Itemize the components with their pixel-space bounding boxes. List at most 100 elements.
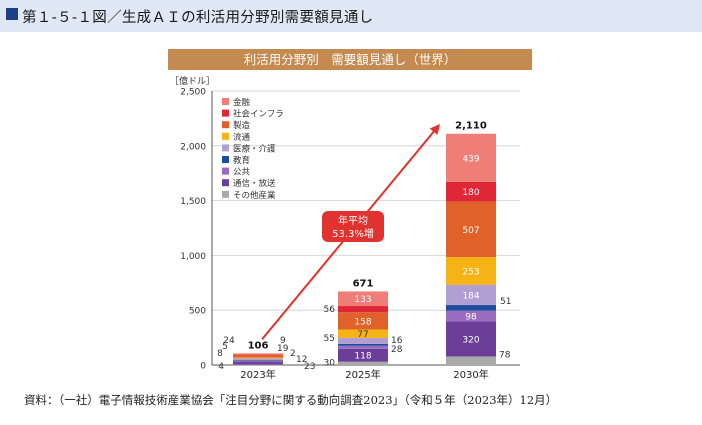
data-label: 23: [304, 362, 315, 372]
total-label: 671: [353, 278, 374, 289]
bar-segment: [446, 257, 496, 285]
bar-segment: [446, 321, 496, 357]
chart: 利活用分野別 需要額見通し（世界） ［億ドル］ 0 500 1,000 1,500 2,0…: [168, 49, 532, 381]
legend-label: 医療・介護: [233, 143, 276, 154]
data-label: 320: [462, 335, 479, 345]
x-axis: 2023年 2025年 2030年: [240, 368, 488, 381]
bar-segment: [338, 345, 388, 349]
legend-swatch: [222, 167, 229, 175]
bar-segment: [233, 354, 283, 355]
legend-swatch: [222, 156, 229, 163]
bar-segment: [338, 348, 388, 362]
legend-label: 金融: [233, 97, 251, 108]
bar-segment: [338, 343, 388, 346]
data-label: 56: [324, 305, 336, 315]
bar-segment: [233, 360, 283, 363]
bar-segment: [446, 310, 496, 322]
header-square-icon: [6, 8, 18, 20]
growth-arrow-head: [429, 124, 440, 135]
data-label: 5: [222, 342, 228, 352]
bar-segment: [233, 354, 283, 358]
data-label: 180: [462, 188, 479, 198]
bar-segment: [446, 356, 496, 365]
data-label: 51: [500, 297, 511, 307]
y-axis: ［億ドル］ 0 500 1,000 1,500 2,000 2,500: [170, 75, 215, 372]
annotation-line1: 年平均: [338, 214, 368, 227]
bar-segment: [338, 337, 388, 344]
data-label: 2: [290, 349, 296, 359]
data-label: 118: [354, 352, 371, 362]
figure-title: 第１-５-１図／生成ＡＩの利活用分野別需要額見通し: [22, 10, 374, 26]
data-label: 30: [324, 358, 336, 368]
data-label: 253: [462, 268, 479, 278]
legend-label: 公共: [233, 168, 251, 178]
data-label: 19: [277, 344, 289, 354]
y-tick-label: 1,500: [180, 197, 206, 207]
legend-swatch: [222, 121, 229, 129]
legend-swatch: [222, 179, 229, 187]
bar-segment: [446, 284, 496, 306]
legend-label: 流通: [233, 132, 251, 143]
source-note: 資料：（一社）電子情報技術産業協会「注目分野に関する動向調査2023」（令和５年…: [24, 393, 558, 407]
legend-swatch: [222, 190, 229, 198]
y-tick-label: 500: [189, 307, 206, 317]
data-label: 507: [462, 226, 479, 236]
x-tick-label: 2030年: [453, 368, 488, 381]
data-label: 77: [357, 330, 368, 340]
bar-segment: [446, 201, 496, 258]
bar-segment: [233, 358, 283, 361]
legend-swatch: [222, 98, 229, 105]
bar-segment: [233, 362, 283, 365]
legend-label: 製造: [233, 120, 251, 131]
x-tick-label: 2025年: [345, 368, 380, 381]
chart-title-bg: [168, 49, 532, 70]
bar-segment: [338, 291, 388, 307]
y-axis-label: ［億ドル］: [170, 75, 215, 87]
legend-swatch: [222, 109, 229, 117]
annotation-box: [322, 211, 384, 242]
bar-segment: [233, 360, 283, 362]
data-label: 28: [391, 345, 403, 355]
legend-label: 社会インフラ: [233, 109, 284, 120]
legend-label: その他産業: [233, 190, 276, 201]
bar-segment: [233, 357, 283, 359]
legend-swatch: [222, 144, 229, 152]
data-label: 9: [280, 336, 286, 346]
data-label: 55: [324, 334, 335, 344]
data-label: 4: [218, 362, 224, 372]
annotation-line2: 53.3%増: [332, 227, 374, 240]
data-label: 158: [354, 317, 371, 327]
legend-label: 教育: [233, 155, 250, 166]
data-label: 439: [462, 154, 479, 164]
data-label: 98: [465, 313, 477, 323]
legend-swatch: [222, 132, 229, 140]
bar-segment: [446, 305, 496, 311]
figure-header: 第１-５-１図／生成ＡＩの利活用分野別需要額見通し: [0, 0, 702, 32]
data-label: 184: [462, 291, 479, 301]
total-label: 106: [248, 340, 269, 351]
legend-label: 通信・放送: [233, 178, 276, 189]
bar-segment: [233, 364, 283, 366]
data-label: 16: [391, 336, 403, 346]
x-tick-label: 2023年: [240, 368, 275, 381]
chart-title: 利活用分野別 需要額見通し（世界）: [244, 52, 457, 67]
data-label: 8: [217, 349, 223, 359]
bars: [233, 133, 496, 366]
bar-segment: [446, 133, 496, 182]
data-label: 133: [354, 295, 371, 305]
data-label: 78: [499, 350, 511, 360]
bar-segment: [338, 306, 388, 313]
bar-segment: [338, 312, 388, 330]
y-tick-label: 0: [200, 362, 206, 372]
bar-segment: [338, 329, 388, 338]
data-label: 24: [223, 336, 235, 346]
y-tick-label: 2,500: [180, 88, 206, 98]
total-label: 2,110: [455, 121, 487, 132]
chart-title-box: 利活用分野別 需要額見通し（世界）: [168, 49, 532, 70]
bar-segment: [446, 181, 496, 202]
y-tick-label: 1,000: [180, 252, 206, 262]
data-label: 12: [296, 355, 307, 365]
data-labels: 1066712,11078320985118425350718043930118…: [217, 121, 511, 372]
